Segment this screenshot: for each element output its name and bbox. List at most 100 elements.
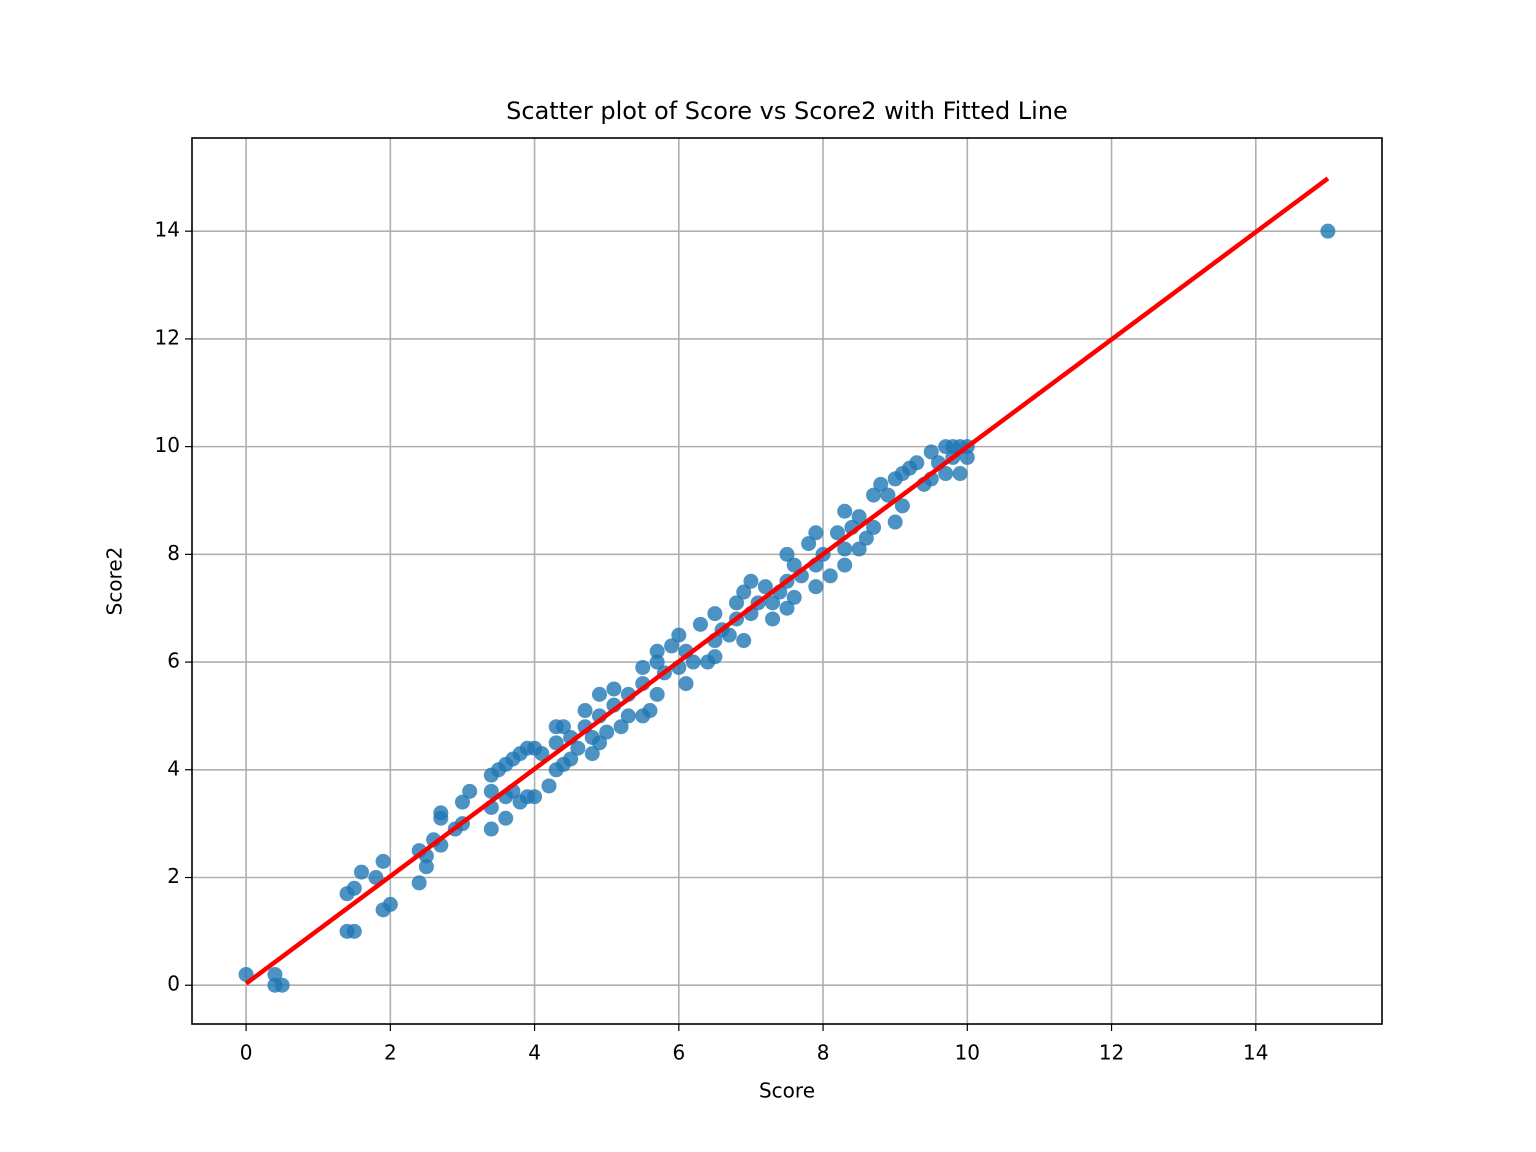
scatter-point bbox=[909, 455, 925, 471]
scatter-point bbox=[822, 568, 838, 584]
scatter-point bbox=[620, 708, 636, 724]
scatter-point bbox=[851, 509, 867, 525]
scatter-point bbox=[599, 724, 615, 740]
scatter-point bbox=[368, 870, 384, 886]
scatter-point bbox=[786, 557, 802, 573]
scatter-point bbox=[808, 579, 824, 595]
x-tick-label: 0 bbox=[240, 1041, 253, 1065]
scatter-point bbox=[729, 595, 745, 611]
scatter-point bbox=[267, 966, 283, 982]
scatter-point bbox=[613, 719, 629, 735]
scatter-point bbox=[837, 541, 853, 557]
y-tick-label: 6 bbox=[167, 649, 180, 673]
scatter-point bbox=[851, 541, 867, 557]
y-tick-label: 8 bbox=[167, 541, 180, 565]
plot-frame bbox=[191, 137, 1383, 1025]
scatter-point bbox=[418, 859, 434, 875]
scatter-point bbox=[635, 659, 651, 675]
scatter-point bbox=[757, 579, 773, 595]
scatter-point bbox=[570, 740, 586, 756]
scatter-point bbox=[880, 487, 896, 503]
scatter-point bbox=[887, 514, 903, 530]
scatter-point bbox=[801, 536, 817, 552]
y-tick-label: 0 bbox=[167, 972, 180, 996]
scatter-point bbox=[346, 923, 362, 939]
scatter-point bbox=[483, 821, 499, 837]
chart-title: Scatter plot of Score vs Score2 with Fit… bbox=[506, 97, 1068, 125]
scatter-point bbox=[707, 649, 723, 665]
y-axis-label: Score2 bbox=[103, 547, 127, 616]
scatter-point bbox=[606, 681, 622, 697]
scatter-point bbox=[765, 611, 781, 627]
scatter-point bbox=[548, 735, 564, 751]
scatter-point bbox=[678, 676, 694, 692]
scatter-point bbox=[685, 654, 701, 670]
scatter-point bbox=[591, 735, 607, 751]
scatter-point bbox=[736, 584, 752, 600]
scatter-point bbox=[923, 444, 939, 460]
scatter-point bbox=[779, 546, 795, 562]
scatter-point bbox=[541, 778, 557, 794]
scatter-point bbox=[642, 703, 658, 719]
scatter-point bbox=[779, 600, 795, 616]
scatter-point bbox=[671, 627, 687, 643]
x-tick-label: 6 bbox=[672, 1041, 685, 1065]
scatter-point bbox=[591, 686, 607, 702]
scatter-point bbox=[454, 794, 470, 810]
x-tick-label: 14 bbox=[1243, 1041, 1268, 1065]
fitted-line bbox=[244, 176, 1330, 986]
scatter-point bbox=[866, 519, 882, 535]
scatter-point bbox=[584, 746, 600, 762]
x-tick-label: 8 bbox=[817, 1041, 830, 1065]
scatter-point bbox=[534, 746, 550, 762]
scatter-point bbox=[786, 589, 802, 605]
scatter-point bbox=[649, 654, 665, 670]
scatter-point bbox=[433, 805, 449, 821]
scatter-point bbox=[649, 686, 665, 702]
scatter-point bbox=[736, 633, 752, 649]
scatter-point bbox=[353, 864, 369, 880]
scatter-point bbox=[829, 525, 845, 541]
scatter-point bbox=[866, 487, 882, 503]
scatter-point bbox=[858, 530, 874, 546]
scatter-point bbox=[555, 719, 571, 735]
y-tick-label: 2 bbox=[167, 864, 180, 888]
scatter-point bbox=[952, 466, 968, 482]
scatter-point bbox=[837, 503, 853, 519]
scatter-point bbox=[938, 466, 954, 482]
x-tick-label: 12 bbox=[1099, 1041, 1124, 1065]
scatter-point bbox=[274, 977, 290, 993]
scatter-point bbox=[808, 525, 824, 541]
scatter-point bbox=[894, 498, 910, 514]
scatter-point bbox=[649, 643, 665, 659]
scatter-point bbox=[563, 751, 579, 767]
scatter-point bbox=[577, 703, 593, 719]
x-tick-label: 2 bbox=[384, 1041, 397, 1065]
scatter-point bbox=[527, 789, 543, 805]
scatter-point bbox=[692, 616, 708, 632]
y-tick-label: 14 bbox=[155, 218, 180, 242]
scatter-point bbox=[765, 595, 781, 611]
scatter-point bbox=[959, 449, 975, 465]
scatter-point bbox=[382, 896, 398, 912]
y-tick-label: 10 bbox=[155, 433, 180, 457]
scatter-point bbox=[483, 783, 499, 799]
scatter-point bbox=[743, 573, 759, 589]
x-tick-label: 4 bbox=[528, 1041, 541, 1065]
y-tick-label: 4 bbox=[167, 756, 180, 780]
y-tick-label: 12 bbox=[155, 325, 180, 349]
scatter-point bbox=[1320, 223, 1336, 239]
scatter-point bbox=[873, 476, 889, 492]
scatter-point bbox=[375, 853, 391, 869]
scatter-point bbox=[707, 606, 723, 622]
x-axis-label: Score bbox=[759, 1079, 815, 1103]
scatter-point bbox=[346, 880, 362, 896]
scatter-point bbox=[462, 783, 478, 799]
scatter-point bbox=[498, 810, 514, 826]
scatter-point bbox=[664, 638, 680, 654]
scatter-point bbox=[411, 875, 427, 891]
scatter-point bbox=[721, 627, 737, 643]
